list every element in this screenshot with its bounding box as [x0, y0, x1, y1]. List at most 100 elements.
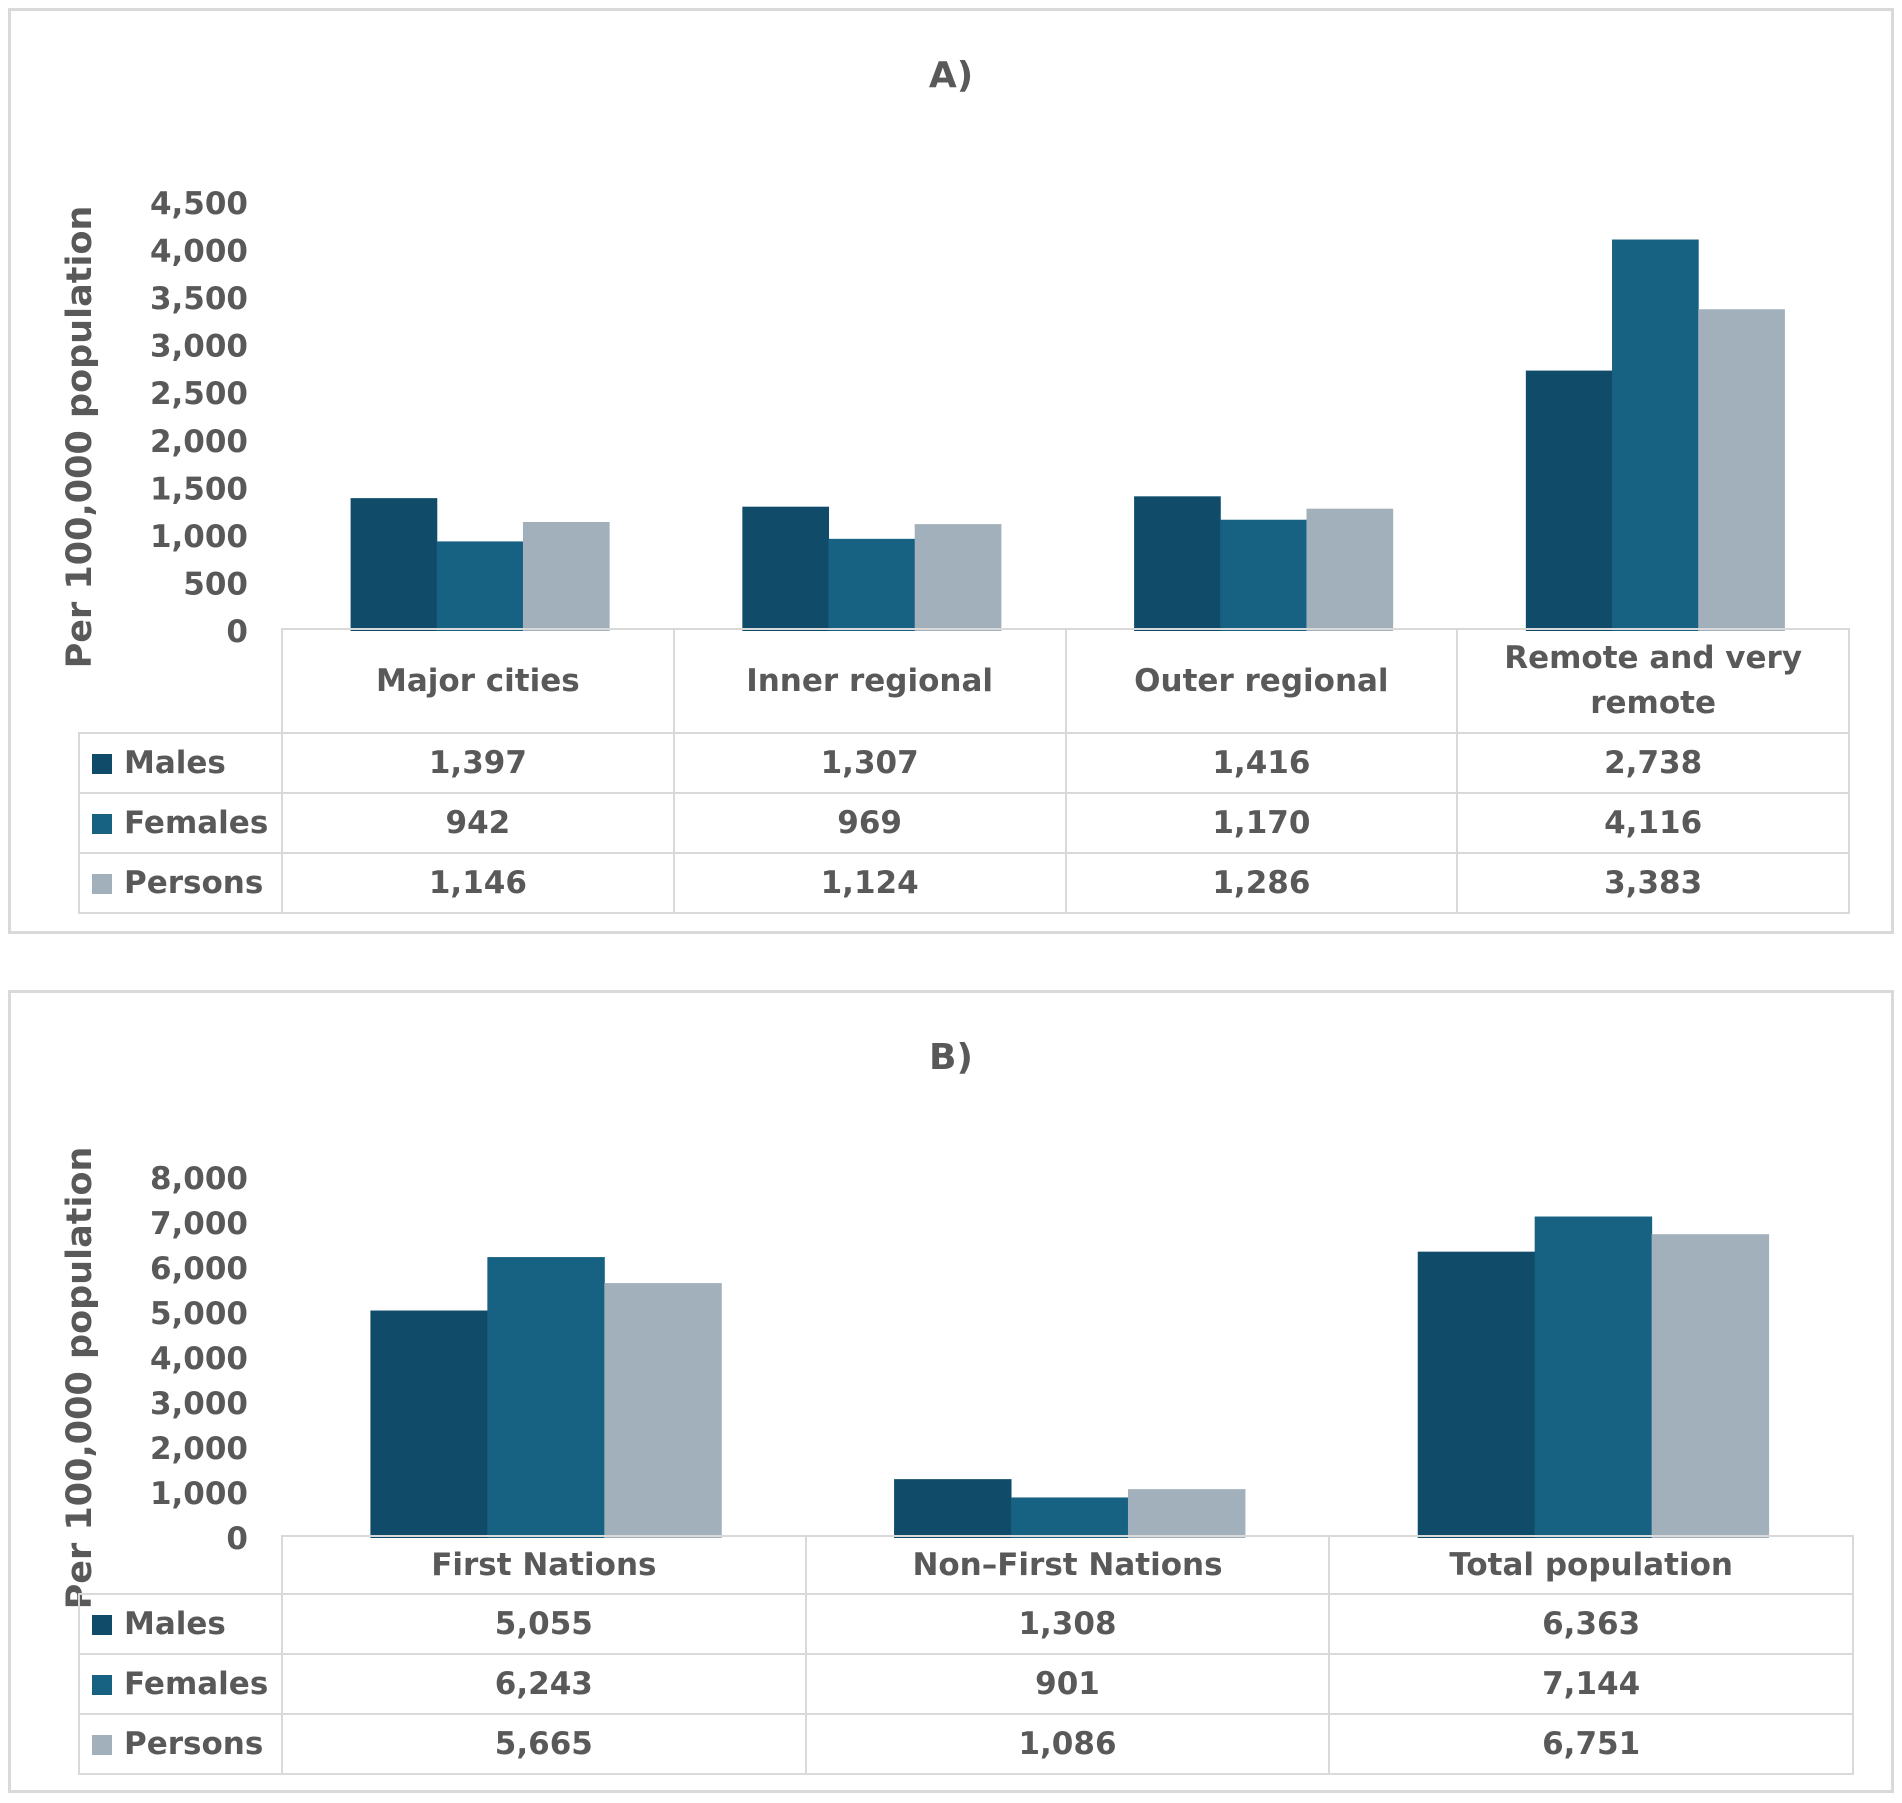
x-category-label: First Nations: [281, 1535, 807, 1595]
legend-swatch-males: [92, 1615, 112, 1635]
legend-label: Persons: [124, 865, 264, 901]
data-label: 2,738: [1456, 732, 1850, 794]
data-label: 5,665: [281, 1713, 807, 1775]
x-category-label: Inner regional: [672, 628, 1067, 734]
data-label: 6,243: [281, 1653, 807, 1715]
x-category-label: Remote and very remote: [1456, 628, 1850, 734]
data-label: 6,363: [1328, 1593, 1854, 1655]
bar-persons-3: [1306, 508, 1394, 631]
table-row: Females 942 969 1,170 4,116: [78, 792, 1850, 854]
legend-swatch-females: [92, 1675, 112, 1695]
bar-females-2: [828, 538, 916, 631]
data-label: 7,144: [1328, 1653, 1854, 1715]
chart-panel-a: A) Per 100,000 population 0 500 1,000 1,500 2…: [8, 8, 1894, 934]
legend-entry-females: Females: [78, 792, 283, 854]
y-tick-label: 2,000: [150, 1431, 248, 1467]
table-row: Persons 5,665 1,086 6,751: [78, 1713, 1854, 1775]
legend-entry-males: Males: [78, 732, 283, 794]
data-label: 1,124: [672, 852, 1067, 914]
data-label: 1,416: [1064, 732, 1459, 794]
legend-entry-males: Males: [78, 1593, 283, 1655]
bar-females-1: [487, 1257, 605, 1538]
data-label: 969: [672, 792, 1067, 854]
bar-persons-2: [914, 524, 1002, 631]
table-row: Males 1,397 1,307 1,416 2,738: [78, 732, 1850, 794]
legend-swatch-males: [92, 754, 112, 774]
y-tick-label: 3,500: [150, 281, 248, 317]
y-tick-label: 2,000: [150, 424, 248, 460]
bar-persons-2: [1127, 1489, 1246, 1538]
bar-females-4: [1612, 239, 1699, 632]
y-tick-label: 6,000: [150, 1251, 248, 1287]
table-row: Females 6,243 901 7,144: [78, 1653, 1854, 1715]
bar-persons-3: [1651, 1234, 1770, 1538]
y-tick-label: 1,500: [150, 471, 248, 507]
legend-label: Males: [124, 1606, 226, 1642]
y-tick-label: 8,000: [150, 1161, 248, 1197]
table-row: Persons 1,146 1,124 1,286 3,383: [78, 852, 1850, 914]
chart-plot-a: Per 100,000 population 05001,0001,5002,00…: [60, 186, 1785, 669]
bar-males-1: [370, 1310, 488, 1538]
bar-persons-1: [604, 1283, 722, 1538]
legend-label: Males: [124, 745, 226, 781]
y-tick-label: 4,500: [150, 186, 248, 222]
data-label: 6,751: [1328, 1713, 1854, 1775]
table-corner: [79, 629, 283, 734]
y-axis-label-a: Per 100,000 population: [60, 206, 100, 669]
y-tick-label: 2,500: [150, 376, 248, 412]
legend-swatch-persons: [92, 874, 112, 894]
data-table-b: First Nations Non–First Nations Total popu…: [78, 1535, 1854, 1775]
y-tick-label: 4,000: [150, 1341, 248, 1377]
x-category-label: Outer regional: [1064, 628, 1459, 734]
chart-title-a: A): [928, 55, 974, 96]
y-tick-label: 1,000: [150, 519, 248, 555]
y-tick-label: 5,000: [150, 1296, 248, 1332]
bar-females-3: [1220, 519, 1307, 631]
bar-males-3: [1417, 1251, 1536, 1538]
bar-females-1: [436, 541, 524, 631]
data-table-a: Major cities Inner regional Outer regional…: [78, 628, 1850, 914]
chart-panel-b: B) Per 100,000 population 0 1,000 2,000 3,00…: [8, 990, 1894, 1793]
legend-label: Females: [124, 805, 269, 841]
bar-males-2: [894, 1479, 1012, 1538]
y-tick-label: 3,000: [150, 1386, 248, 1422]
chart-title-b: B): [929, 1037, 973, 1078]
bar-females-3: [1534, 1216, 1653, 1538]
bar-males-3: [1134, 496, 1221, 631]
y-tick-label: 3,000: [150, 329, 248, 365]
bar-persons-1: [522, 522, 610, 631]
chart-plot-b: Per 100,000 population 01,0002,0003,0004,…: [60, 1147, 1770, 1610]
x-category-label: Major cities: [281, 628, 675, 734]
x-category-label: Non–First Nations: [804, 1535, 1331, 1595]
legend-swatch-persons: [92, 1735, 112, 1755]
data-label: 3,383: [1456, 852, 1850, 914]
data-label: 4,116: [1456, 792, 1850, 854]
bar-males-4: [1525, 370, 1613, 631]
legend-label: Females: [124, 1666, 269, 1702]
data-label: 942: [281, 792, 675, 854]
data-label: 1,308: [804, 1593, 1331, 1655]
table-corner: [79, 1536, 283, 1595]
legend-entry-persons: Persons: [78, 1713, 283, 1775]
data-label: 901: [804, 1653, 1331, 1715]
table-row: Males 5,055 1,308 6,363: [78, 1593, 1854, 1655]
data-label: 1,170: [1064, 792, 1459, 854]
data-label: 1,397: [281, 732, 675, 794]
bar-females-2: [1011, 1497, 1129, 1538]
data-label: 1,286: [1064, 852, 1459, 914]
bar-males-1: [350, 498, 438, 631]
data-label: 5,055: [281, 1593, 807, 1655]
data-label: 1,086: [804, 1713, 1331, 1775]
y-axis-label-b: Per 100,000 population: [60, 1147, 100, 1610]
bar-males-2: [742, 506, 830, 631]
legend-entry-persons: Persons: [78, 852, 283, 914]
bar-persons-4: [1698, 309, 1785, 631]
y-tick-label: 500: [183, 566, 248, 602]
y-tick-label: 4,000: [150, 234, 248, 270]
data-label: 1,307: [672, 732, 1067, 794]
legend-label: Persons: [124, 1726, 264, 1762]
x-category-label: Total population: [1328, 1535, 1854, 1595]
data-label: 1,146: [281, 852, 675, 914]
legend-entry-females: Females: [78, 1653, 283, 1715]
y-tick-label: 7,000: [150, 1206, 248, 1242]
